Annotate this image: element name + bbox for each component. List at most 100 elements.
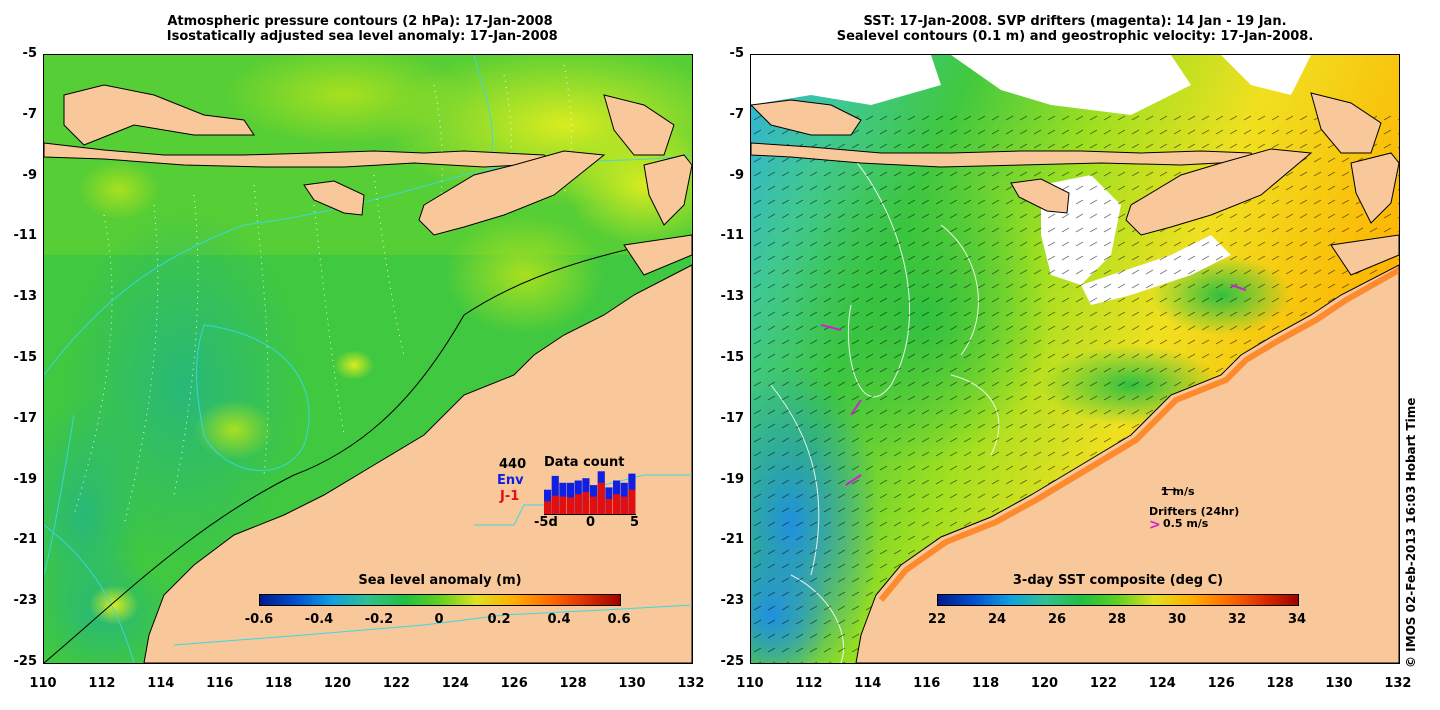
sst-colorbar xyxy=(937,594,1299,606)
j1-count-bar xyxy=(574,494,582,515)
left-lat-tick: -23 xyxy=(13,593,38,609)
left-colorbar-title: Sea level anomaly (m) xyxy=(358,573,522,588)
j1-count-bar xyxy=(590,496,598,515)
left-cbar-tick: -0.2 xyxy=(364,612,394,627)
left-lon-tick: 122 xyxy=(382,676,410,691)
left-lon-tick: 132 xyxy=(677,676,705,691)
left-lon-tick: 112 xyxy=(88,676,116,691)
inset-env-label: Env xyxy=(497,473,524,488)
right-title-line2: Sealevel contours (0.1 m) and geostrophi… xyxy=(836,29,1314,44)
j1-count-bar xyxy=(544,501,552,515)
inset-tick-5: 5 xyxy=(630,515,640,530)
left-lon-tick: 110 xyxy=(29,676,57,691)
right-cbar-tick: 26 xyxy=(1047,612,1067,627)
left-cbar-tick: -0.4 xyxy=(304,612,334,627)
env-count-bar xyxy=(551,475,559,515)
j1-count-bar xyxy=(628,489,636,515)
right-lon-tick: 132 xyxy=(1384,676,1412,691)
right-lat-tick: -25 xyxy=(720,654,745,669)
inset-tick-neg5: -5d xyxy=(534,515,558,530)
left-cbar-tick: 0.4 xyxy=(547,612,571,627)
left-lon-tick: 124 xyxy=(441,676,469,691)
sea-level-anomaly-map: 440 Env J-1 Data count -5d 0 5 Sea level… xyxy=(43,54,693,664)
right-cbar-tick: 22 xyxy=(927,612,947,627)
right-map-title: SST: 17-Jan-2008. SVP drifters (magenta)… xyxy=(775,14,1375,44)
left-lon-tick: 116 xyxy=(206,676,234,691)
left-lat-tick: -9 xyxy=(22,167,37,183)
data-count-inset-chart xyxy=(544,471,636,515)
right-lon-tick: 118 xyxy=(972,676,1000,691)
right-lon-tick: 114 xyxy=(854,676,882,691)
left-lat-tick: -17 xyxy=(13,410,38,426)
inset-title: Data count xyxy=(544,455,625,470)
j1-count-bar xyxy=(605,498,613,515)
right-colorbar-title: 3-day SST composite (deg C) xyxy=(1012,573,1224,588)
right-cbar-tick: 34 xyxy=(1287,612,1307,627)
sea-level-colorbar xyxy=(259,594,621,606)
right-lat-tick: -17 xyxy=(720,410,745,426)
right-lat-tick: -7 xyxy=(729,106,744,122)
left-lat-tick: -25 xyxy=(13,654,38,669)
j1-count-bar xyxy=(582,492,590,515)
drifter-legend-title: Drifters (24hr) xyxy=(1149,505,1240,518)
left-map-title: Atmospheric pressure contours (2 hPa): 1… xyxy=(80,14,640,44)
drifter-legend-value: 0.5 m/s xyxy=(1163,517,1209,530)
j1-count-bar xyxy=(613,494,621,515)
left-title-line2: Isostatically adjusted sea level anomaly… xyxy=(162,29,558,44)
left-cbar-tick: -0.6 xyxy=(244,612,274,627)
right-lon-tick: 124 xyxy=(1148,676,1176,691)
sst-map: ⟶ 1 m/s Drifters (24hr) > 0.5 m/s 3-day … xyxy=(750,54,1400,664)
right-lon-tick: 122 xyxy=(1089,676,1117,691)
right-lat-tick: -5 xyxy=(729,46,744,61)
right-cbar-tick: 24 xyxy=(987,612,1007,627)
inset-tick-0: 0 xyxy=(586,515,596,530)
left-cbar-tick: 0.2 xyxy=(487,612,511,627)
j1-count-bar xyxy=(597,482,605,515)
left-lat-tick: -7 xyxy=(22,106,37,122)
right-lat-tick: -15 xyxy=(720,350,745,365)
right-cbar-tick: 30 xyxy=(1167,612,1187,627)
right-lon-tick: 112 xyxy=(795,676,823,691)
left-lon-tick: 118 xyxy=(265,676,293,691)
right-lat-tick: -23 xyxy=(720,593,745,609)
left-lat-tick: -19 xyxy=(13,471,38,487)
left-lon-tick: 130 xyxy=(618,676,646,691)
right-cbar-tick: 32 xyxy=(1227,612,1247,627)
right-lon-tick: 110 xyxy=(736,676,764,691)
left-lon-tick: 128 xyxy=(559,676,587,691)
j1-count-bar xyxy=(620,496,628,515)
inset-count: 440 xyxy=(499,457,527,472)
left-lat-tick: -15 xyxy=(13,350,38,365)
left-lon-tick: 120 xyxy=(323,676,352,691)
left-cbar-tick: 0 xyxy=(434,612,444,627)
right-lon-tick: 128 xyxy=(1266,676,1294,691)
left-cbar-tick: 0.6 xyxy=(607,612,631,627)
j1-count-bar xyxy=(551,495,559,515)
velocity-legend: 1 m/s xyxy=(1161,485,1195,498)
velocity-arrow-icon: ⟶ xyxy=(1161,483,1177,496)
left-lat-tick: -5 xyxy=(22,46,37,61)
right-lon-tick: 120 xyxy=(1030,676,1059,691)
drifter-arrow-icon: > xyxy=(1149,517,1161,533)
right-lon-tick: 126 xyxy=(1207,676,1235,691)
imos-credit: © IMOS 02-Feb-2013 16:03 Hobart Time xyxy=(1404,397,1418,668)
right-cbar-tick: 28 xyxy=(1107,612,1127,627)
left-lat-tick: -13 xyxy=(13,289,38,305)
sst-field xyxy=(751,55,1399,663)
left-title-line1: Atmospheric pressure contours (2 hPa): 1… xyxy=(167,14,553,29)
right-lat-tick: -19 xyxy=(720,471,745,487)
right-lon-tick: 130 xyxy=(1325,676,1353,691)
left-lat-tick: -21 xyxy=(13,532,38,548)
sea-level-anomaly-field xyxy=(44,55,692,663)
right-lat-tick: -9 xyxy=(729,167,744,183)
left-lon-tick: 114 xyxy=(147,676,175,691)
right-lat-tick: -21 xyxy=(720,532,745,548)
right-lon-tick: 116 xyxy=(913,676,941,691)
j1-count-bar xyxy=(559,496,567,515)
inset-j1-label: J-1 xyxy=(500,489,520,504)
left-lon-tick: 126 xyxy=(500,676,528,691)
right-title-line1: SST: 17-Jan-2008. SVP drifters (magenta)… xyxy=(863,14,1287,29)
right-lat-tick: -13 xyxy=(720,289,745,305)
j1-count-bar xyxy=(567,497,575,515)
right-lat-tick: -11 xyxy=(720,228,745,244)
